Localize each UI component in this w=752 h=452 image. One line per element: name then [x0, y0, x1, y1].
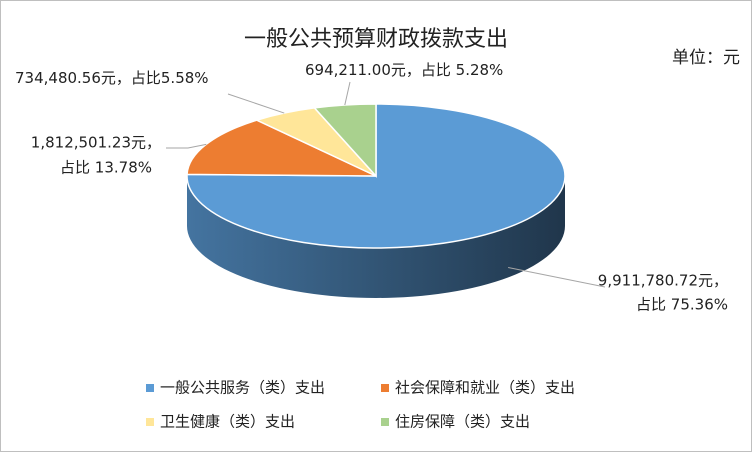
legend-label: 社会保障和就业（类）支出 [395, 379, 575, 397]
percent-label: 占比 13.78% [60, 159, 152, 177]
pie-slice [186, 119, 377, 177]
legend-label: 一般公共服务（类）支出 [160, 379, 325, 397]
percent-label: 占比 75.36% [636, 296, 728, 314]
data-labels: 9,911,780.72元， 占比 75.36% 1,812,501.23元， 占比 … [15, 61, 728, 314]
value-label: 9,911,780.72元， [598, 272, 728, 290]
legend-swatch [146, 418, 154, 426]
pie-side [187, 176, 565, 298]
pie-sides [187, 176, 565, 298]
legend-label: 卫生健康（类）支出 [160, 413, 295, 431]
pie-tops [186, 103, 566, 249]
value-label: 734,480.56元， [15, 69, 131, 87]
legend-swatch [381, 384, 389, 392]
percent-label: 占比5.58% [131, 69, 209, 87]
leader-line [166, 143, 207, 149]
data-label: 734,480.56元，占比5.58% [15, 69, 209, 87]
legend-swatch [146, 384, 154, 392]
chart-title: 一般公共预算财政拨款支出 [244, 27, 508, 52]
legend-label: 住房保障（类）支出 [395, 413, 530, 431]
value-label: 694,211.00元， [305, 61, 421, 79]
legend-swatch [381, 418, 389, 426]
leader-line [227, 93, 285, 114]
leader-line [344, 81, 351, 106]
leader-line [508, 266, 606, 288]
chart-subtitle: 单位：元 [672, 48, 740, 68]
pie-slice [312, 103, 377, 178]
value-label: 1,812,501.23元， [31, 134, 161, 152]
percent-label: 占比 5.28% [421, 61, 503, 79]
data-label: 694,211.00元，占比 5.28% [305, 61, 503, 79]
